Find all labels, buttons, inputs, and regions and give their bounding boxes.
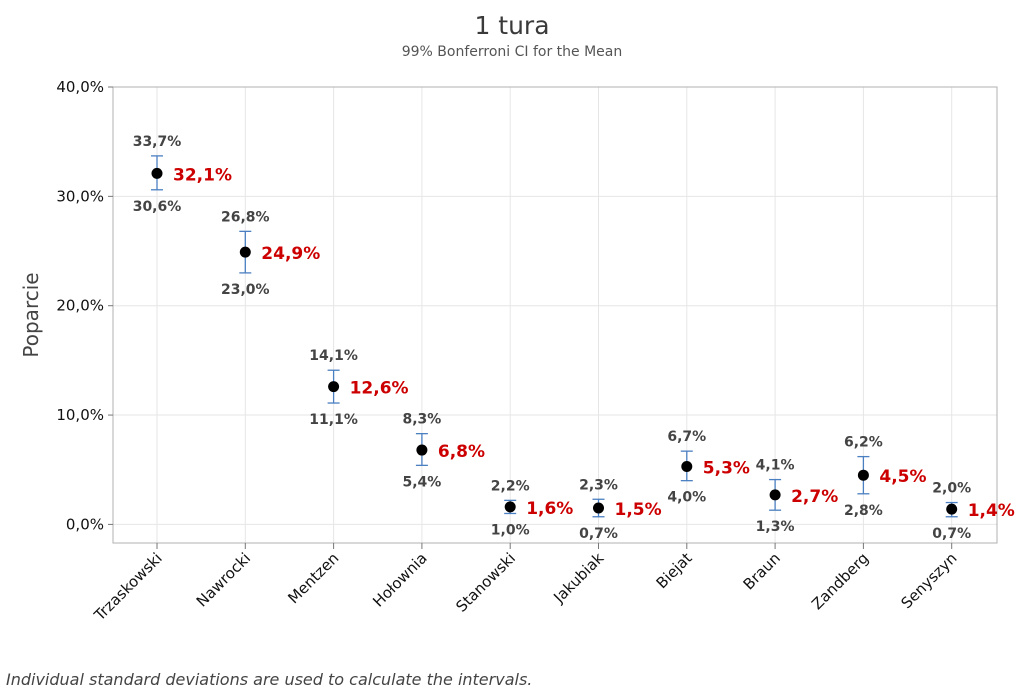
interval-marks: 33,7% 30,6% 32,1% 26,8% 23,0% 24,9% 14,1% 11,1%… <box>133 134 1015 542</box>
interval-group: 2,0% 0,7% 1,4% <box>932 481 1015 542</box>
mean-value-label: 1,5% <box>615 500 662 520</box>
interval-group: 14,1% 11,1% 12,6% <box>309 348 408 428</box>
x-tick-label: Stanowski <box>452 549 519 616</box>
upper-ci-label: 8,3% <box>402 412 441 428</box>
mean-point <box>504 501 516 513</box>
x-tick-label: Senyszyn <box>897 549 960 612</box>
mean-point <box>151 167 163 179</box>
lower-ci-label: 0,7% <box>932 526 971 542</box>
interval-group: 2,3% 0,7% 1,5% <box>579 477 662 541</box>
lower-ci-label: 0,7% <box>579 526 618 542</box>
y-tick-label: 40,0% <box>56 78 104 96</box>
chart-subtitle: 99% Bonferroni CI for the Mean <box>402 44 623 60</box>
interval-group: 4,1% 1,3% 2,7% <box>756 458 839 536</box>
mean-point <box>239 246 251 258</box>
mean-value-label: 32,1% <box>173 165 232 185</box>
upper-ci-label: 4,1% <box>756 458 795 474</box>
interval-group: 6,7% 4,0% 5,3% <box>667 429 750 506</box>
mean-value-label: 1,4% <box>968 501 1015 521</box>
mean-value-label: 6,8% <box>438 442 485 462</box>
x-tick-label: Trzaskowski <box>90 549 166 625</box>
mean-value-label: 1,6% <box>526 499 573 519</box>
mean-point <box>946 503 958 515</box>
mean-value-label: 12,6% <box>350 379 409 399</box>
upper-ci-label: 6,7% <box>667 429 706 445</box>
lower-ci-label: 11,1% <box>309 412 358 428</box>
upper-ci-label: 14,1% <box>309 348 358 364</box>
footnote: Individual standard deviations are used … <box>6 670 533 689</box>
mean-value-label: 4,5% <box>879 467 926 487</box>
x-tick-label: Mentzen <box>284 549 342 607</box>
y-tick-label: 0,0% <box>66 515 104 533</box>
chart-title: 1 tura <box>474 11 549 40</box>
upper-ci-label: 33,7% <box>133 134 182 150</box>
upper-ci-label: 2,0% <box>932 481 971 497</box>
y-tick-label: 10,0% <box>56 406 104 424</box>
mean-point <box>593 502 604 514</box>
x-axis: Trzaskowski Nawrocki Mentzen Hołownia Stanow… <box>90 543 961 625</box>
x-tick-label: Nawrocki <box>193 549 254 610</box>
lower-ci-label: 2,8% <box>844 503 883 519</box>
interval-group: 2,2% 1,0% 1,6% <box>491 478 574 538</box>
interval-group: 26,8% 23,0% 24,9% <box>221 209 320 298</box>
lower-ci-label: 1,0% <box>491 522 530 538</box>
lower-ci-label: 1,3% <box>756 519 795 535</box>
x-tick-label: Hołownia <box>369 549 431 611</box>
mean-point <box>769 489 781 501</box>
plot-frame <box>112 86 998 544</box>
mean-value-label: 5,3% <box>703 458 750 478</box>
y-axis-label: Poparcie <box>19 272 43 357</box>
upper-ci-label: 6,2% <box>844 435 883 451</box>
upper-ci-label: 2,3% <box>579 477 618 493</box>
x-tick-label: Biejat <box>653 549 696 592</box>
lower-ci-label: 4,0% <box>667 490 706 506</box>
interval-group: 8,3% 5,4% 6,8% <box>402 412 485 491</box>
mean-point <box>416 444 428 456</box>
x-tick-label: Jakubiak <box>549 549 607 607</box>
y-axis: 0,0% 10,0% 20,0% 30,0% 40,0% <box>56 78 113 533</box>
mean-point <box>857 469 869 481</box>
interval-group: 6,2% 2,8% 4,5% <box>844 435 927 519</box>
lower-ci-label: 30,6% <box>133 199 182 215</box>
mean-point <box>681 460 693 472</box>
lower-ci-label: 23,0% <box>221 282 270 298</box>
x-tick-label: Braun <box>740 549 784 593</box>
y-tick-label: 20,0% <box>56 297 104 315</box>
lower-ci-label: 5,4% <box>402 474 441 490</box>
mean-point <box>328 381 340 393</box>
mean-value-label: 2,7% <box>791 487 838 507</box>
y-tick-label: 30,0% <box>56 187 104 205</box>
mean-value-label: 24,9% <box>261 244 320 264</box>
x-tick-label: Zandberg <box>808 549 872 613</box>
upper-ci-label: 2,2% <box>491 478 530 494</box>
interval-group: 33,7% 30,6% 32,1% <box>133 134 232 215</box>
upper-ci-label: 26,8% <box>221 209 270 225</box>
